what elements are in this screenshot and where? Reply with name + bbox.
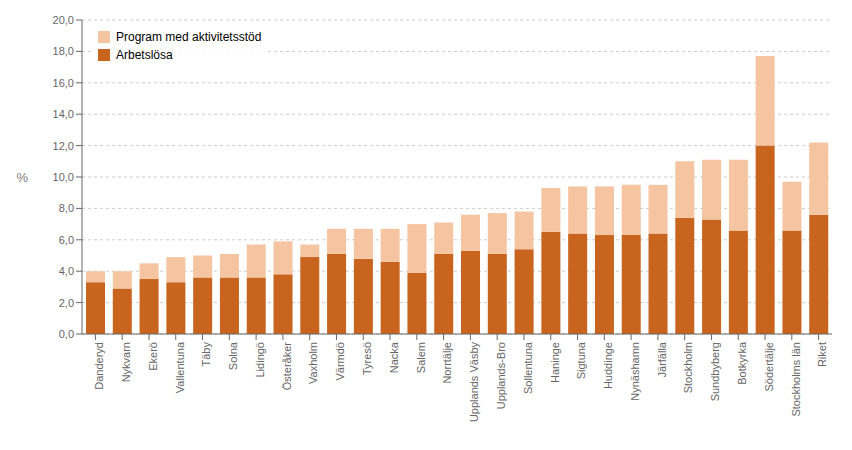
svg-text:10,0: 10,0 — [53, 171, 74, 183]
html-text:Program med aktivitetsstöd: Program med aktivitetsstöd — [116, 30, 262, 44]
svg-text:Stockholms län: Stockholms län — [790, 342, 802, 417]
svg-text:Nynäshamn: Nynäshamn — [629, 342, 641, 401]
svg-text:Tyresö: Tyresö — [361, 342, 373, 375]
svg-text:Upplands-Bro: Upplands-Bro — [495, 342, 507, 409]
svg-text:Riket: Riket — [816, 342, 828, 367]
svg-text:Salem: Salem — [415, 342, 427, 373]
svg-text:0,0: 0,0 — [59, 328, 74, 340]
svg-text:Huddinge: Huddinge — [602, 342, 614, 389]
svg-text:Haninge: Haninge — [549, 342, 561, 383]
svg-text:Nykvarn: Nykvarn — [120, 342, 132, 382]
svg-text:18,0: 18,0 — [53, 45, 74, 57]
svg-text:Sundbyberg: Sundbyberg — [709, 342, 721, 401]
svg-text:Solna: Solna — [227, 341, 239, 370]
svg-text:Ekerö: Ekerö — [147, 342, 159, 371]
html-text:Arbetslösa: Arbetslösa — [116, 48, 173, 62]
svg-text:6,0: 6,0 — [59, 234, 74, 246]
svg-text:20,0: 20,0 — [53, 14, 74, 26]
svg-text:Stockholm: Stockholm — [682, 342, 694, 393]
svg-text:16,0: 16,0 — [53, 77, 74, 89]
svg-text:Österåker: Österåker — [281, 342, 293, 391]
svg-text:Täby: Täby — [200, 342, 212, 367]
svg-text:Nacka: Nacka — [388, 341, 400, 373]
svg-text:8,0: 8,0 — [59, 202, 74, 214]
svg-text:Värmdö: Värmdö — [334, 342, 346, 381]
svg-text:Vallentuna: Vallentuna — [174, 341, 186, 393]
svg-text:Norrtälje: Norrtälje — [441, 342, 453, 384]
svg-text:Vaxholm: Vaxholm — [307, 342, 319, 384]
svg-text:14,0: 14,0 — [53, 108, 74, 120]
svg-text:4,0: 4,0 — [59, 265, 74, 277]
svg-text:Sollentuna: Sollentuna — [522, 341, 534, 394]
svg-text:Södertälje: Södertälje — [763, 342, 775, 392]
svg-text:Botkyrka: Botkyrka — [736, 341, 748, 385]
svg-text:12,0: 12,0 — [53, 140, 74, 152]
svg-text:Sigtuna: Sigtuna — [575, 341, 587, 379]
svg-text:2,0: 2,0 — [59, 297, 74, 309]
svg-text:%: % — [16, 170, 28, 185]
svg-text:Upplands Väsby: Upplands Väsby — [468, 342, 480, 423]
svg-text:Järfälla: Järfälla — [656, 341, 668, 377]
svg-text:Lidingö: Lidingö — [254, 342, 266, 377]
svg-text:Danderyd: Danderyd — [93, 342, 105, 390]
